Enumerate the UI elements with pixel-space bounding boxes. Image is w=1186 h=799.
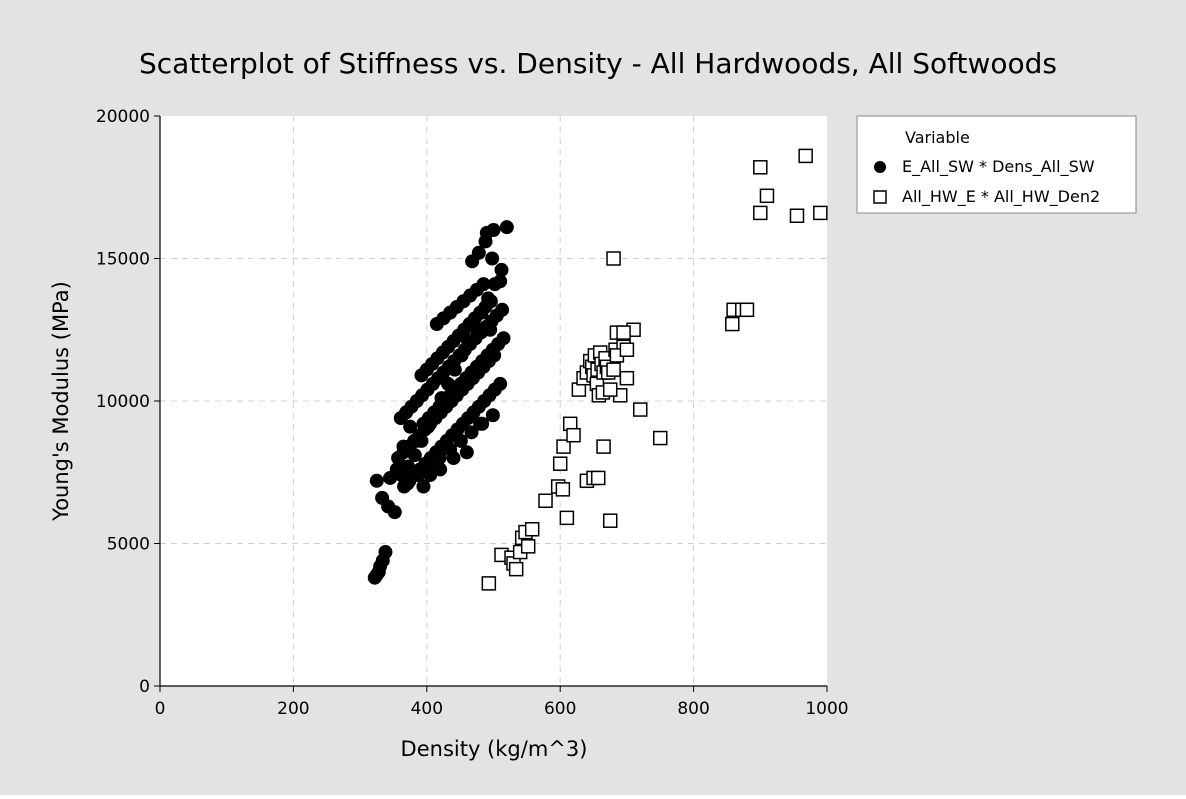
legend-label-hardwoods: All_HW_E * All_HW_Den2 — [902, 187, 1100, 207]
hardwood-point — [616, 325, 631, 340]
chart-title: Scatterplot of Stiffness vs. Density - A… — [139, 47, 1057, 80]
hardwood-point — [606, 362, 621, 377]
softwood-point — [476, 277, 491, 292]
softwood-point — [459, 445, 474, 460]
softwood-point — [485, 251, 500, 266]
x-tick-label: 200 — [277, 699, 309, 719]
hardwood-point — [552, 456, 568, 471]
softwood-point — [446, 451, 461, 465]
x-tick-label: 1000 — [805, 699, 848, 719]
legend-marker-hardwoods — [873, 190, 887, 204]
softwood-series — [367, 220, 514, 585]
x-tick-label: 400 — [411, 699, 443, 719]
legend: Variable E_All_SW * Dens_All_SW All_HW_E… — [856, 115, 1137, 214]
hardwood-point — [606, 251, 621, 266]
softwood-point — [389, 462, 404, 477]
hardwood-point — [789, 208, 805, 223]
softwood-point — [499, 220, 514, 235]
softwood-point — [411, 468, 426, 483]
hardwood-point — [653, 430, 668, 446]
x-tick-label: 800 — [677, 699, 709, 719]
hardwood-point — [524, 522, 540, 537]
softwood-point — [378, 545, 393, 560]
x-tick-label: 600 — [544, 699, 576, 719]
softwood-point — [496, 331, 511, 346]
softwood-point — [453, 433, 468, 448]
hardwood-point — [798, 148, 813, 164]
hardwood-point — [508, 561, 524, 577]
hardwood-point — [556, 439, 571, 454]
hardwood-point — [602, 382, 618, 397]
legend-label-softwoods: E_All_SW * Dens_All_SW — [902, 157, 1095, 177]
hardwood-point — [813, 205, 828, 221]
hardwood-point — [739, 302, 755, 318]
hardwood-point — [619, 370, 635, 386]
hardwood-series — [481, 148, 828, 591]
softwood-point — [493, 376, 508, 391]
softwood-point — [471, 245, 486, 260]
x-axis-label: Density (kg/m^3) — [401, 737, 588, 761]
softwood-point — [387, 505, 402, 520]
softwood-point — [396, 439, 411, 454]
hardwood-point — [759, 188, 775, 204]
data-points — [367, 148, 828, 591]
y-tick-label: 0 — [139, 677, 150, 697]
softwood-point — [464, 425, 479, 440]
hardwood-point — [520, 539, 536, 554]
softwood-point — [483, 294, 498, 309]
hardwood-point — [596, 439, 611, 454]
hardwood-point — [538, 493, 553, 508]
y-tick-label: 20000 — [96, 107, 150, 127]
y-tick-label: 10000 — [96, 392, 150, 412]
hardwood-point — [602, 513, 618, 528]
hardwood-point — [753, 160, 768, 175]
hardwood-point — [725, 316, 740, 332]
hardwood-point — [632, 402, 648, 417]
softwood-point — [369, 473, 384, 488]
legend-marker-softwoods — [874, 161, 886, 173]
softwood-point — [493, 274, 508, 289]
softwood-point — [486, 223, 501, 237]
y-tick-label: 5000 — [107, 535, 150, 555]
legend-title: Variable — [905, 128, 970, 147]
hardwood-point — [753, 205, 768, 221]
softwood-point — [483, 322, 498, 337]
x-tick-label: 0 — [155, 699, 166, 719]
softwood-point — [416, 479, 431, 494]
y-tick-label: 15000 — [96, 250, 150, 270]
legend-box — [856, 115, 1137, 214]
softwood-point — [473, 416, 488, 431]
softwood-point — [400, 476, 415, 491]
y-axis-label: Young's Modulus (MPa) — [49, 281, 73, 522]
softwood-point — [495, 302, 510, 317]
softwood-point — [478, 234, 493, 249]
hardwood-point — [590, 470, 606, 486]
hardwood-point — [481, 576, 497, 591]
hardwood-point — [566, 427, 581, 443]
softwood-point — [403, 419, 418, 434]
hardwood-point — [555, 482, 571, 497]
softwood-point — [432, 451, 447, 465]
hardwood-point — [619, 342, 635, 357]
softwood-point — [433, 462, 448, 477]
softwood-point — [494, 262, 509, 277]
softwood-point — [485, 408, 500, 423]
hardwood-point — [559, 510, 575, 526]
softwood-point — [409, 433, 424, 448]
